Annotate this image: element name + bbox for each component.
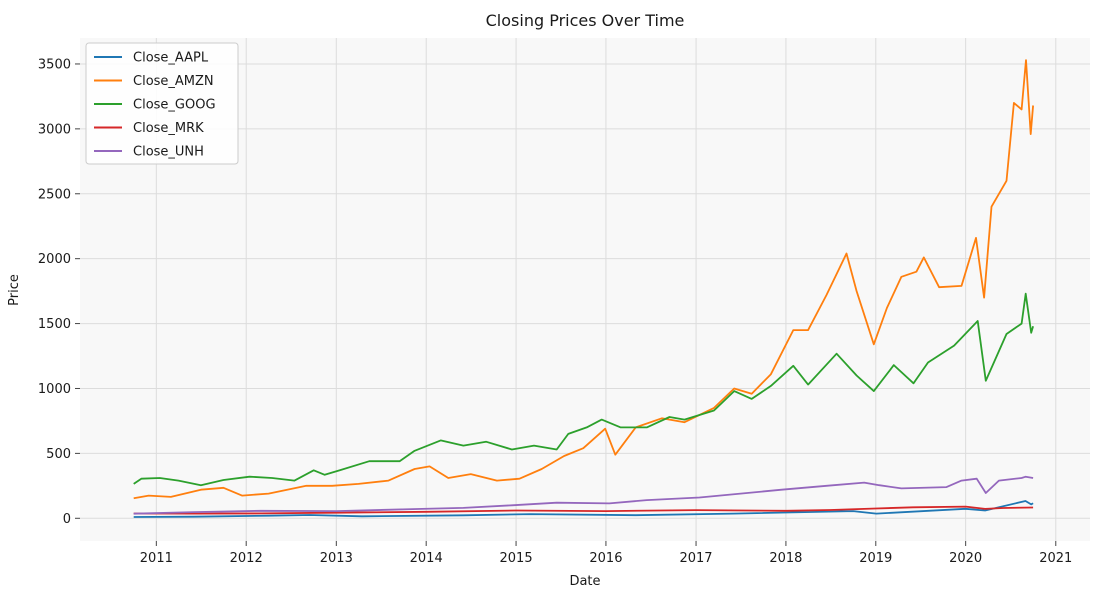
legend-label: Close_GOOG (133, 98, 216, 113)
series-lines (133, 59, 1034, 518)
y-tick-label: 2000 (38, 252, 71, 267)
x-tick-label: 2015 (500, 551, 533, 566)
series-line-close-goog (133, 292, 1034, 487)
x-tick-label: 2017 (679, 551, 712, 566)
x-tick-label: 2016 (589, 551, 622, 566)
y-axis-label: Price (7, 274, 22, 306)
series-line-close-mrk (133, 505, 1034, 515)
series-line-close-aapl (133, 500, 1034, 518)
legend-label: Close_AMZN (133, 74, 214, 89)
x-tick-label: 2013 (320, 551, 353, 566)
y-axis-ticks: 0 500 1000 1500 2000 2500 3000 3500 (38, 57, 80, 527)
y-tick-label: 2500 (38, 187, 71, 202)
y-tick-label: 500 (46, 447, 71, 462)
legend: Close_AAPL Close_AMZN Close_GOOG Close_MRK C… (85, 42, 239, 165)
x-tick-label: 2019 (859, 551, 892, 566)
x-axis-label: Date (569, 574, 600, 589)
x-tick-label: 2021 (1039, 551, 1072, 566)
legend-label: Close_AAPL (133, 51, 209, 66)
chart-title: Closing Prices Over Time (486, 11, 685, 30)
x-tick-label: 2020 (949, 551, 982, 566)
series-line-close-unh (133, 475, 1034, 515)
x-tick-label: 2018 (769, 551, 802, 566)
x-tick-label: 2012 (230, 551, 263, 566)
x-tick-label: 2014 (410, 551, 443, 566)
x-axis-ticks: 2011 2012 2013 2014 2015 2016 2017 2018 2019 2020… (140, 541, 1072, 566)
legend-box (85, 42, 239, 165)
y-tick-label: 3500 (38, 57, 71, 72)
x-tick-label: 2011 (140, 551, 173, 566)
y-tick-label: 3000 (38, 122, 71, 137)
y-tick-label: 1500 (38, 317, 71, 332)
plot-area (80, 38, 1090, 541)
y-tick-label: 1000 (38, 382, 71, 397)
legend-label: Close_MRK (133, 121, 204, 136)
legend-label: Close_UNH (133, 145, 204, 160)
grid-lines (80, 38, 1090, 541)
y-tick-label: 0 (63, 512, 71, 527)
